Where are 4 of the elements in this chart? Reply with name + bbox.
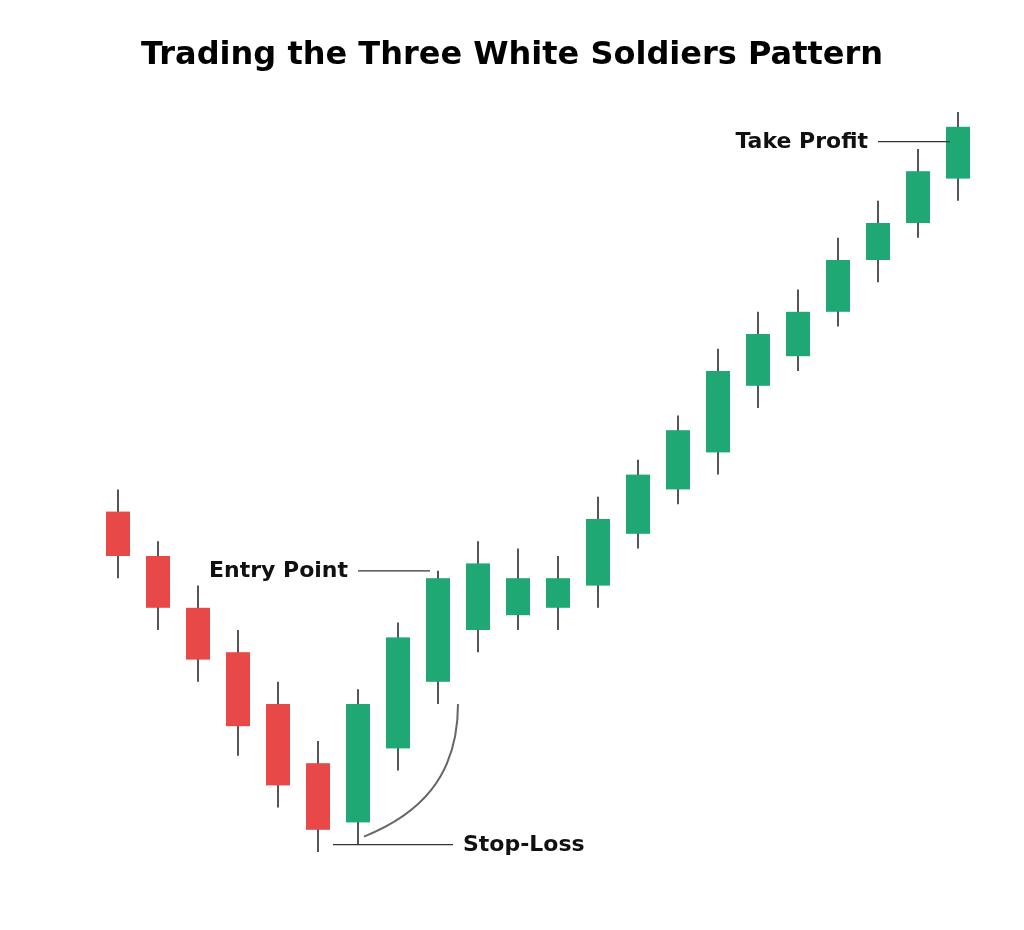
chart-title: Trading the Three White Soldiers Pattern (140, 33, 884, 74)
annotation: Take Profit (735, 127, 869, 153)
annotation: Stop-Loss (463, 830, 585, 856)
annotation: Entry Point (208, 556, 349, 582)
